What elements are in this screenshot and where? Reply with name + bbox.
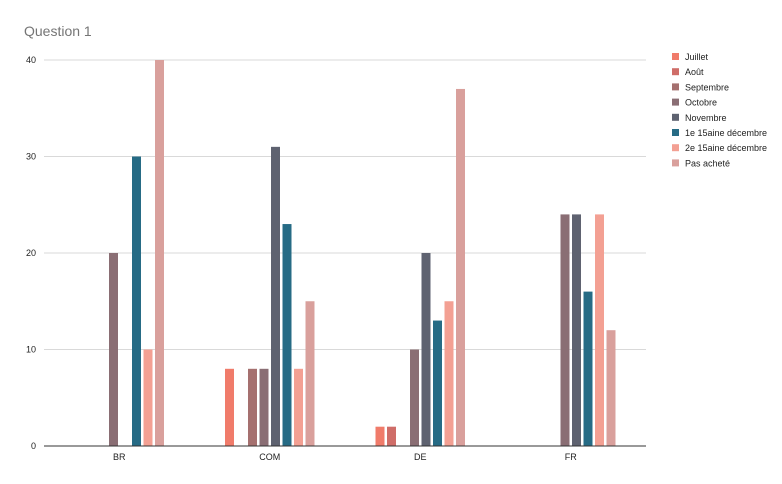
legend-swatch xyxy=(672,83,679,91)
bar xyxy=(572,214,581,446)
bar xyxy=(375,426,385,446)
y-tick-label: 0 xyxy=(31,441,36,451)
bar xyxy=(421,253,431,446)
bars xyxy=(109,60,616,446)
legend-label: 1e 15aine décembre xyxy=(685,128,767,138)
x-tick-label: BR xyxy=(113,452,126,462)
legend-label: Octobre xyxy=(685,98,717,108)
bar xyxy=(305,301,315,446)
legend-label: Août xyxy=(685,67,704,77)
y-tick-label: 10 xyxy=(26,345,36,355)
legend-swatch xyxy=(672,144,679,152)
chart-title: Question 1 xyxy=(24,23,92,39)
axes: 0 10 20 30 40 BR COM DE FR xyxy=(26,55,646,462)
bar xyxy=(410,349,419,446)
bar xyxy=(583,291,593,446)
bar xyxy=(155,60,164,446)
legend-swatch xyxy=(672,98,679,106)
bar xyxy=(595,214,604,446)
legend-swatch xyxy=(672,159,679,167)
bar xyxy=(259,368,269,446)
bar xyxy=(109,253,118,446)
bar xyxy=(225,368,234,446)
bar xyxy=(294,368,303,446)
legend-label: 2e 15aine décembre xyxy=(685,143,767,153)
gridlines xyxy=(44,59,646,350)
legend-label: Juillet xyxy=(685,52,709,62)
legend-swatch xyxy=(672,113,679,121)
bar xyxy=(271,146,280,446)
bar xyxy=(143,349,153,446)
y-tick-label: 20 xyxy=(26,248,36,258)
legend-label: Septembre xyxy=(685,82,729,92)
legend-label: Novembre xyxy=(685,113,727,123)
x-tick-label: FR xyxy=(565,452,577,462)
bar xyxy=(444,301,454,446)
y-tick-label: 40 xyxy=(26,55,36,65)
bar xyxy=(248,368,257,446)
y-tick-label: 30 xyxy=(26,152,36,162)
bar xyxy=(387,426,396,446)
bar xyxy=(433,320,442,446)
bar xyxy=(560,214,570,446)
legend-swatch xyxy=(672,53,679,60)
x-tick-label: COM xyxy=(259,452,280,462)
legend-label: Pas acheté xyxy=(685,158,730,168)
bar xyxy=(132,156,141,446)
x-tick-label: DE xyxy=(414,452,427,462)
bar xyxy=(606,330,616,446)
legend-swatch xyxy=(672,68,679,76)
legend-swatch xyxy=(672,129,679,136)
bar xyxy=(456,88,465,446)
bar xyxy=(282,224,292,446)
legend: Juillet Août Septembre Octobre Novembre 1e 15… xyxy=(672,52,767,168)
